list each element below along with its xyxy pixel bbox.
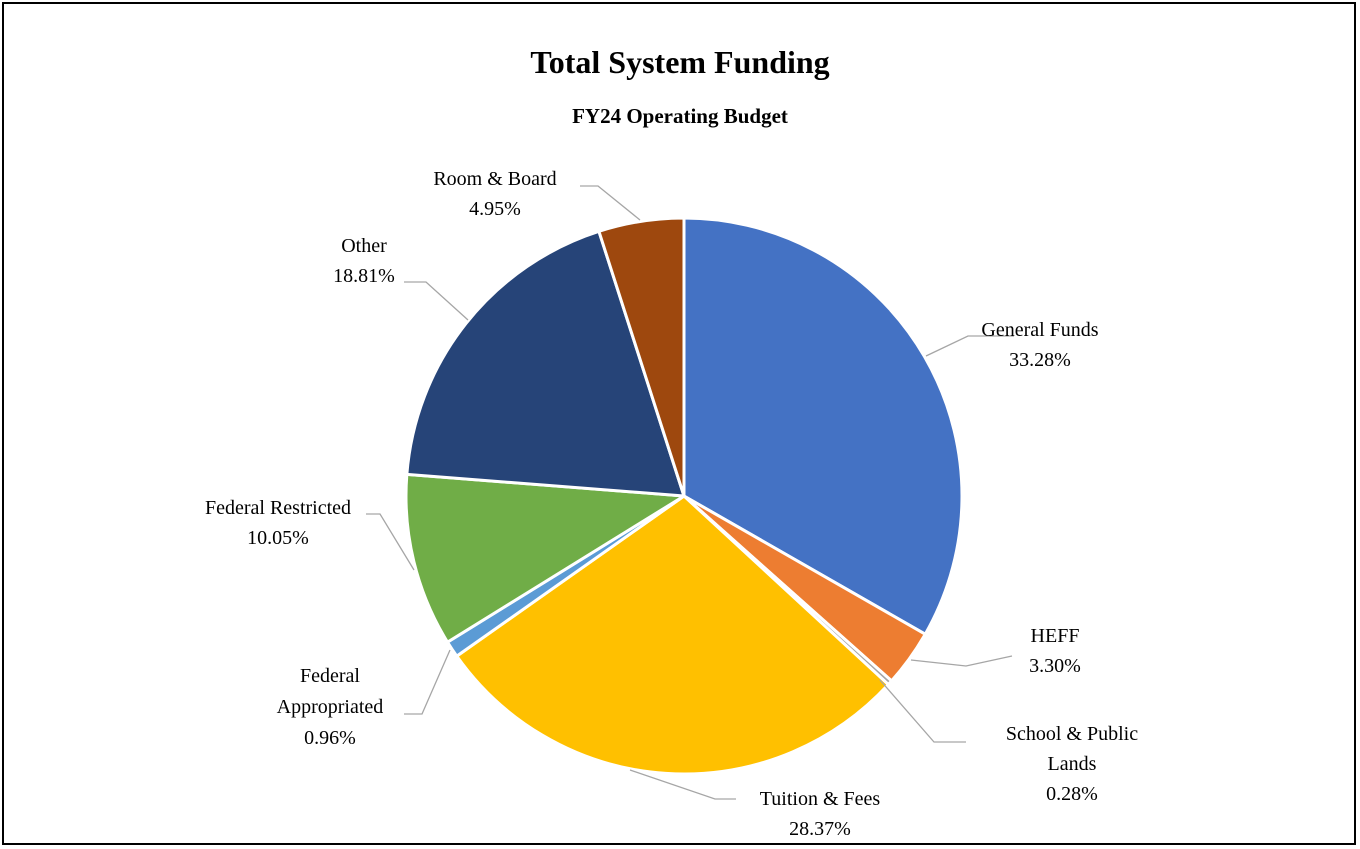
data-label-line: Tuition & Fees [760, 788, 881, 810]
data-label-line: Federal Restricted [205, 497, 351, 519]
data-label-line: Appropriated [277, 696, 384, 718]
leader-line-federal-appropriated [404, 649, 451, 715]
data-label-line: 18.81% [333, 265, 395, 287]
chart-title: Total System Funding [530, 44, 830, 80]
data-label-line: General Funds [981, 319, 1098, 341]
data-label-other: Other 18.81% [333, 235, 395, 287]
leader-line-general-funds [925, 335, 1014, 357]
leader-line-federal-restricted [366, 513, 415, 571]
data-label-line: Other [341, 235, 387, 257]
data-label-federal-appropriated: Federal Appropriated 0.96% [277, 665, 384, 749]
data-label-tuition-and-fees: Tuition & Fees 28.37% [760, 788, 881, 840]
data-label-line: 10.05% [247, 527, 309, 549]
data-label-line: 28.37% [789, 818, 851, 840]
data-label-room-and-board: Room & Board 4.95% [433, 168, 556, 220]
pie-slice-room-and-board [597, 216, 686, 498]
data-label-line: HEFF [1031, 625, 1080, 647]
data-label-line: 33.28% [1009, 349, 1071, 371]
data-label-line: Room & Board [433, 168, 556, 190]
leader-line-school-and-public-lands [879, 679, 966, 743]
leader-line-heff [910, 655, 1013, 667]
data-label-line: 0.96% [304, 727, 356, 749]
data-label-federal-restricted: Federal Restricted 10.05% [205, 497, 351, 549]
data-label-heff: HEFF 3.30% [1029, 625, 1081, 677]
data-label-line: Lands [1048, 753, 1097, 775]
data-label-school-and-public-lands: School & Public Lands 0.28% [1006, 723, 1138, 805]
data-label-line: 3.30% [1029, 655, 1081, 677]
pie-slice-general-funds [682, 216, 964, 636]
data-label-line: 4.95% [469, 198, 521, 220]
data-label-line: School & Public [1006, 723, 1138, 745]
pie-slice-other [405, 229, 686, 498]
data-label-line: 0.28% [1046, 783, 1098, 805]
leader-line-room-and-board [580, 185, 641, 221]
pie-slice-federal-restricted [404, 472, 686, 644]
leader-line-other [404, 281, 469, 321]
data-label-general-funds: General Funds 33.28% [981, 319, 1098, 371]
leader-line-tuition-and-fees [629, 769, 736, 800]
data-label-line: Federal [300, 665, 360, 687]
pie-slice-tuition-and-fees [455, 494, 890, 776]
chart-subtitle: FY24 Operating Budget [572, 104, 788, 128]
